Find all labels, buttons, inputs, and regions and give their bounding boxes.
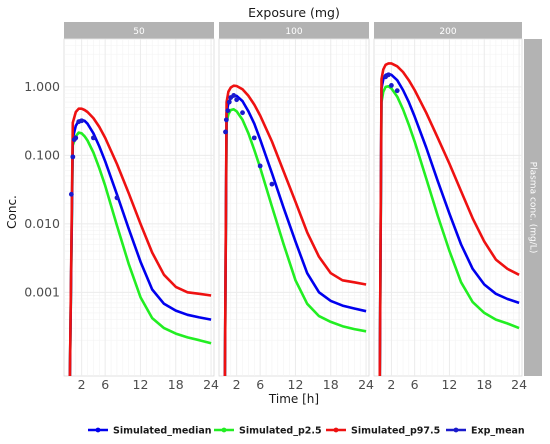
panel-100-strip [219, 22, 369, 39]
panel-200-line-simulated-p2-5 [378, 85, 520, 377]
right-strip-label: Plasma conc. (mg/L) [528, 162, 538, 254]
panel-100-x-tick-label: 12 [288, 377, 304, 392]
panel-50-x-tick-label: 6 [101, 377, 109, 392]
panel-200-strip [374, 22, 522, 39]
y-axis-label: Conc. [5, 195, 19, 229]
panel-100-x-tick-label: 2 [233, 377, 241, 392]
panel-50-strip-label: 50 [133, 27, 145, 37]
legend-swatch-point [333, 427, 339, 433]
y-tick-label: 0.001 [24, 284, 60, 299]
panel-50-line-simulated-p97-5 [68, 107, 212, 377]
x-axis-label: Time [h] [268, 392, 319, 406]
panel-200-strip-label: 200 [439, 27, 456, 37]
legend-label: Simulated_p2.5 [239, 426, 322, 437]
panel-200-line-simulated-p97-5 [378, 62, 520, 377]
panel-200-x-tick-label: 12 [441, 377, 457, 392]
panel-50-x-tick-label: 24 [203, 377, 219, 392]
panel-100-exp-mean-point [269, 181, 275, 187]
panel-100-x-tick-label: 6 [256, 377, 264, 392]
panel-50-exp-mean-point [79, 118, 85, 124]
panel-50-x-tick-label: 18 [168, 377, 184, 392]
panel-100-x-tick-label: 24 [358, 377, 374, 392]
legend-swatch-point [453, 427, 459, 433]
panel-100-exp-mean-point [223, 117, 229, 123]
panel-50-strip [64, 22, 214, 39]
panel-100-line-simulated-p97-5 [223, 84, 367, 377]
panel-50-exp-mean-point [68, 191, 74, 197]
legend-label: Simulated_median [113, 426, 212, 437]
panel-200-x-tick-label: 6 [411, 377, 419, 392]
legend-swatch-point [221, 427, 227, 433]
panel-50-x-tick-label: 12 [133, 377, 149, 392]
panel-200-x-tick-label: 2 [387, 377, 395, 392]
panel-50-exp-mean-point [73, 135, 79, 141]
right-strip [524, 39, 542, 376]
panel-100-x-tick-label: 18 [323, 377, 339, 392]
y-tick-label: 0.010 [24, 216, 60, 231]
legend-swatch-point [95, 427, 101, 433]
panel-100-exp-mean-point [225, 108, 231, 114]
panel-200-x-tick-label: 18 [476, 377, 492, 392]
panel-100-exp-mean-point [226, 99, 232, 105]
panel-50-background [63, 38, 215, 377]
panel-100-exp-mean-point [234, 97, 240, 103]
panel-50-x-tick-label: 2 [78, 377, 86, 392]
legend-label: Exp_mean [471, 426, 525, 437]
legend-label: Simulated_p97.5 [351, 426, 440, 437]
panel-50-exp-mean-point [70, 154, 76, 160]
panel-100-exp-mean-point [251, 135, 257, 141]
panel-50-line-simulated-p2-5 [68, 131, 212, 377]
y-tick-label: 0.100 [24, 147, 60, 162]
panel-50-exp-mean-point [91, 135, 96, 141]
panel-200-x-tick-label: 24 [511, 377, 527, 392]
panel-100-exp-mean-point [257, 163, 263, 169]
chart-title: Exposure (mg) [248, 5, 340, 20]
panel-100-exp-mean-point [240, 110, 245, 116]
panel-200-exp-mean-point [386, 72, 391, 78]
panel-100-exp-mean-point [231, 93, 237, 98]
panel-100-exp-mean-point [223, 129, 228, 135]
panel-200-exp-mean-point [394, 88, 400, 94]
panel-100-strip-label: 100 [285, 27, 302, 37]
panel-50-exp-mean-point [114, 195, 120, 201]
y-tick-label: 1.000 [24, 79, 60, 94]
panel-200-exp-mean-point [389, 83, 394, 88]
